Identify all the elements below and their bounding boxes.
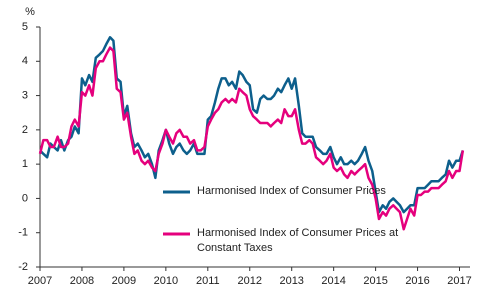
y-tick-label: 3 [22,89,28,101]
y-axis-label: % [25,6,35,18]
x-tick-label: 2007 [28,275,52,287]
y-tick-label: 1 [22,158,28,170]
x-tick-label: 2013 [279,275,303,287]
data-line [39,36,465,214]
x-tick-label: 2014 [321,275,345,287]
y-tick-label: 2 [22,124,28,136]
y-tick-label: 5 [22,21,28,33]
legend-label: Harmonised Index of Consumer Prices at C… [197,227,399,254]
x-tick-label: 2017 [447,275,471,287]
y-tick-label: 0 [22,192,28,204]
data-line [38,46,465,231]
x-tick-label: 2009 [112,275,136,287]
x-tick-label: 2011 [196,275,220,287]
y-tick-label: -1 [18,227,28,239]
x-tick-label: 2016 [405,275,429,287]
x-tick-label: 2012 [238,275,262,287]
legend-label: Harmonised Index of Consumer Prices [197,185,386,197]
x-tick-label: 2010 [154,275,178,287]
x-tick-label: 2008 [70,275,94,287]
y-tick-label: 4 [22,55,28,67]
x-tick-label: 2015 [363,275,387,287]
y-tick-label: -2 [18,261,28,273]
